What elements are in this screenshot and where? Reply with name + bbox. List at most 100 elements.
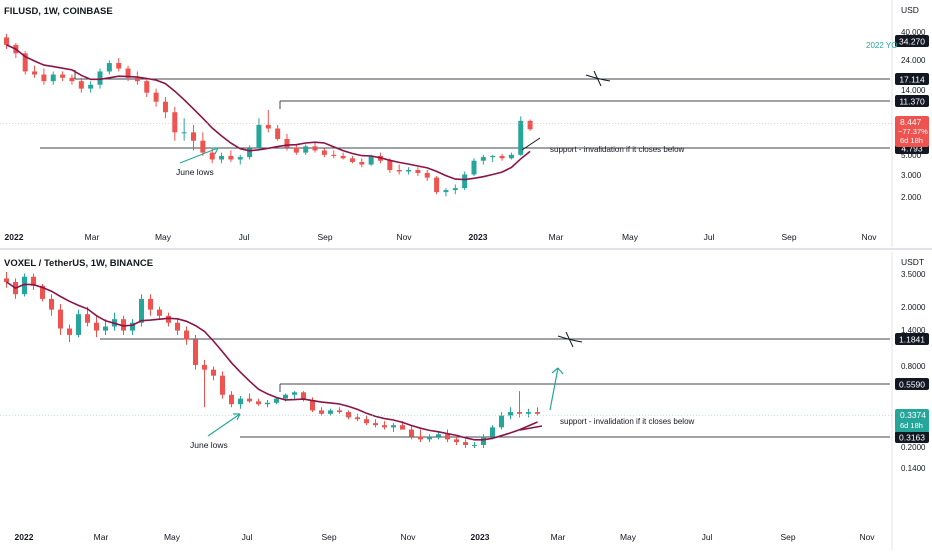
candle-body	[184, 330, 189, 340]
current-price-value: 8.447	[900, 117, 922, 127]
candle-body	[76, 314, 81, 335]
candle-body	[463, 442, 468, 445]
candle-body	[462, 174, 468, 189]
price-tag-bg	[895, 35, 929, 47]
candle-body	[116, 63, 122, 69]
price-tag: 4.793	[901, 144, 923, 154]
x-tick-label: May	[622, 232, 639, 242]
x-tick-label: Jul	[242, 532, 253, 542]
cross-mark-icon	[557, 331, 583, 348]
candle-body	[219, 155, 225, 160]
candle-body	[211, 369, 216, 376]
candle-body	[427, 436, 432, 440]
candle-body	[452, 188, 458, 191]
candle-body	[400, 425, 405, 430]
price-tag-bg	[895, 73, 929, 85]
candle-body	[292, 392, 297, 395]
candle-body	[517, 412, 522, 414]
currency-label: USDT	[901, 257, 924, 267]
price-tag-bg	[895, 431, 929, 443]
support-label: support - invalidation if it closes belo…	[550, 145, 685, 154]
june-lows-label: June lows	[190, 440, 228, 450]
candle-body	[310, 399, 315, 411]
june-arrow	[179, 147, 219, 164]
candle-body	[49, 298, 54, 310]
target-arrow	[549, 367, 559, 411]
candle-body	[50, 74, 56, 82]
june-arrow	[207, 413, 241, 437]
candle-body	[181, 132, 187, 134]
symbol-title: FILUSD, 1W, COINBASE	[4, 6, 113, 17]
candle-body	[454, 439, 459, 443]
x-tick-label: Nov	[859, 532, 875, 542]
candle-body	[364, 419, 369, 424]
candle-body	[134, 77, 140, 82]
corner-annotation: 2022 YO	[866, 41, 897, 50]
candle-body	[481, 436, 486, 445]
june-arrow-head	[211, 147, 219, 155]
candle-body	[40, 285, 45, 299]
y-tick-label: 3.5000	[901, 270, 926, 279]
x-tick-label: Sep	[781, 232, 796, 242]
x-tick-label: 2022	[5, 232, 24, 242]
candle-body	[130, 322, 135, 331]
candle-body	[331, 154, 337, 156]
candle-body	[490, 427, 495, 437]
candle-body	[445, 434, 450, 440]
chart-pane-0: FILUSD, 1W, COINBASE USD 40.000 24.000 14.00…	[0, 0, 929, 247]
candle-body	[200, 140, 206, 153]
y-tick-label: 24.000	[901, 56, 926, 65]
support-label: support - invalidation if it closes belo…	[560, 417, 695, 426]
candle-body	[22, 276, 27, 295]
candle-body	[499, 155, 505, 159]
candle-body	[471, 160, 477, 175]
x-tick-label: 2023	[469, 232, 488, 242]
june-arrow-head	[233, 413, 241, 421]
candle-body	[321, 150, 327, 155]
candle-body	[166, 315, 171, 323]
x-tick-label: Sep	[317, 232, 332, 242]
target-arrow-head	[551, 367, 564, 375]
y-tick-label: 40.000	[901, 28, 926, 37]
candle-body	[162, 101, 168, 113]
candle-body	[535, 412, 540, 414]
candle-body	[172, 112, 178, 133]
candle-body	[4, 278, 9, 282]
candle-body	[125, 68, 131, 78]
candle-body	[409, 429, 414, 437]
candle-body	[490, 155, 496, 158]
y-tick-label: 0.1400	[901, 464, 926, 473]
symbol-title: VOXEL / TetherUS, 1W, BINANCE	[4, 258, 153, 269]
candle-body	[41, 74, 47, 82]
candle-body	[293, 147, 299, 153]
candle-body	[103, 326, 108, 331]
candle-body	[283, 394, 288, 399]
candle-body	[94, 322, 99, 331]
y-tick-label: 0.2000	[901, 443, 926, 452]
price-tag: 17.114	[899, 75, 925, 85]
current-price-box	[895, 116, 929, 147]
candle-body	[508, 154, 514, 159]
candle-body	[436, 434, 441, 437]
x-tick-label: May	[164, 532, 181, 542]
candle-body	[32, 71, 38, 75]
x-tick-label: Nov	[861, 232, 877, 242]
currency-label: USD	[901, 5, 919, 15]
candle-body	[443, 190, 449, 193]
x-tick-label: Jul	[239, 232, 250, 242]
candle-body	[175, 322, 180, 331]
price-tag: 34.270	[899, 37, 925, 47]
candle-body	[480, 157, 486, 161]
candle-body	[424, 172, 430, 178]
candle-body	[22, 53, 28, 72]
candle-body	[382, 425, 387, 428]
candle-body	[368, 155, 374, 165]
candle-body	[58, 309, 63, 329]
candle-body	[144, 81, 150, 93]
candle-body	[373, 423, 378, 426]
candle-body	[472, 444, 477, 446]
candle-body	[418, 436, 423, 440]
moving-average-line	[6, 44, 531, 181]
